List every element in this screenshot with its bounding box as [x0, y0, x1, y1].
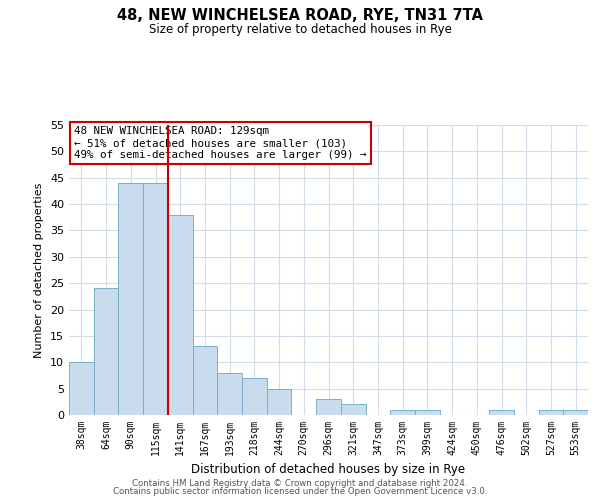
Bar: [539, 410, 563, 415]
Bar: [193, 346, 217, 415]
Text: Contains HM Land Registry data © Crown copyright and database right 2024.: Contains HM Land Registry data © Crown c…: [132, 478, 468, 488]
Bar: [118, 183, 143, 415]
Bar: [69, 362, 94, 415]
Y-axis label: Number of detached properties: Number of detached properties: [34, 182, 44, 358]
Bar: [143, 183, 168, 415]
Bar: [267, 388, 292, 415]
Bar: [563, 410, 588, 415]
Bar: [217, 373, 242, 415]
Text: 48, NEW WINCHELSEA ROAD, RYE, TN31 7TA: 48, NEW WINCHELSEA ROAD, RYE, TN31 7TA: [117, 8, 483, 22]
Bar: [242, 378, 267, 415]
Bar: [168, 214, 193, 415]
Text: Size of property relative to detached houses in Rye: Size of property relative to detached ho…: [149, 22, 451, 36]
Text: 48 NEW WINCHELSEA ROAD: 129sqm
← 51% of detached houses are smaller (103)
49% of: 48 NEW WINCHELSEA ROAD: 129sqm ← 51% of …: [74, 126, 367, 160]
Bar: [94, 288, 118, 415]
Text: Contains public sector information licensed under the Open Government Licence v3: Contains public sector information licen…: [113, 487, 487, 496]
Bar: [341, 404, 365, 415]
Bar: [390, 410, 415, 415]
Bar: [415, 410, 440, 415]
Bar: [316, 399, 341, 415]
Bar: [489, 410, 514, 415]
X-axis label: Distribution of detached houses by size in Rye: Distribution of detached houses by size …: [191, 464, 466, 476]
